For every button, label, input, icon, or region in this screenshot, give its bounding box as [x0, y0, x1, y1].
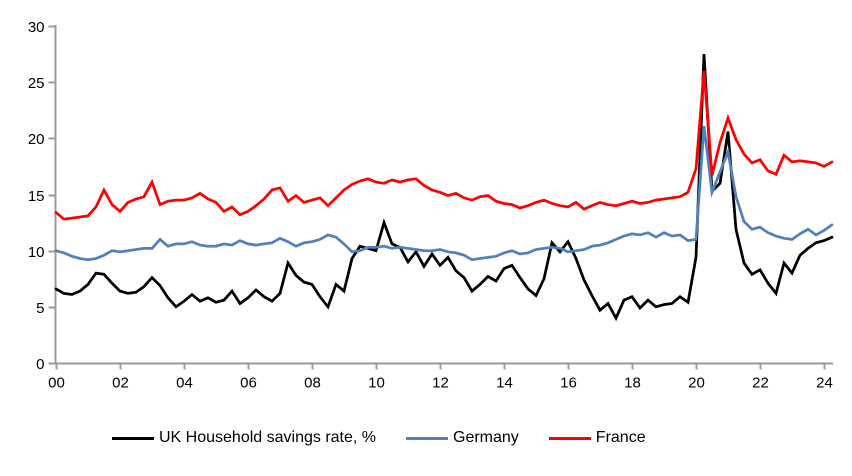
x-tick-label: 22 — [752, 375, 769, 392]
legend-item-uk: UK Household savings rate, % — [112, 428, 376, 448]
y-tick-label: 10 — [28, 244, 45, 261]
legend-item-germany: Germany — [406, 428, 519, 448]
y-tick-label: 30 — [28, 19, 45, 36]
france-line-swatch — [548, 436, 591, 440]
y-tick-label: 25 — [28, 75, 45, 92]
x-axis-tick-labels: 00 02 04 06 08 10 12 14 16 18 20 22 24 — [48, 375, 833, 392]
legend-item-france: France — [548, 428, 646, 448]
y-tick-label: 0 — [36, 356, 44, 373]
uk-line-swatch — [112, 436, 154, 440]
germany-series-line — [54, 125, 834, 262]
y-tick-label: 15 — [28, 188, 45, 205]
x-tick-label: 08 — [304, 375, 321, 392]
france-legend-label: France — [595, 429, 646, 446]
y-tick-label: 20 — [28, 131, 45, 148]
uk-legend-label: UK Household savings rate, % — [159, 429, 376, 446]
x-tick-label: 18 — [624, 375, 641, 392]
chart-legend: UK Household savings rate, % Germany Fra… — [112, 428, 646, 448]
germany-legend-label: Germany — [453, 429, 519, 446]
x-tick-label: 04 — [176, 375, 193, 392]
germany-line-swatch — [406, 436, 448, 440]
y-axis-tick-labels: 0 5 10 15 20 25 30 — [28, 19, 45, 373]
x-tick-label: 02 — [112, 375, 129, 392]
x-tick-label: 06 — [240, 375, 257, 392]
series-lines — [54, 54, 834, 322]
france-series-line — [54, 70, 834, 221]
x-tick-label: 10 — [368, 375, 385, 392]
x-tick-label: 16 — [560, 375, 577, 392]
axes — [48, 25, 833, 370]
x-tick-label: 20 — [688, 375, 705, 392]
y-tick-label: 5 — [36, 300, 44, 317]
x-tick-label: 00 — [48, 375, 65, 392]
x-tick-label: 12 — [432, 375, 449, 392]
x-tick-label: 24 — [816, 375, 833, 392]
x-tick-label: 14 — [496, 375, 513, 392]
